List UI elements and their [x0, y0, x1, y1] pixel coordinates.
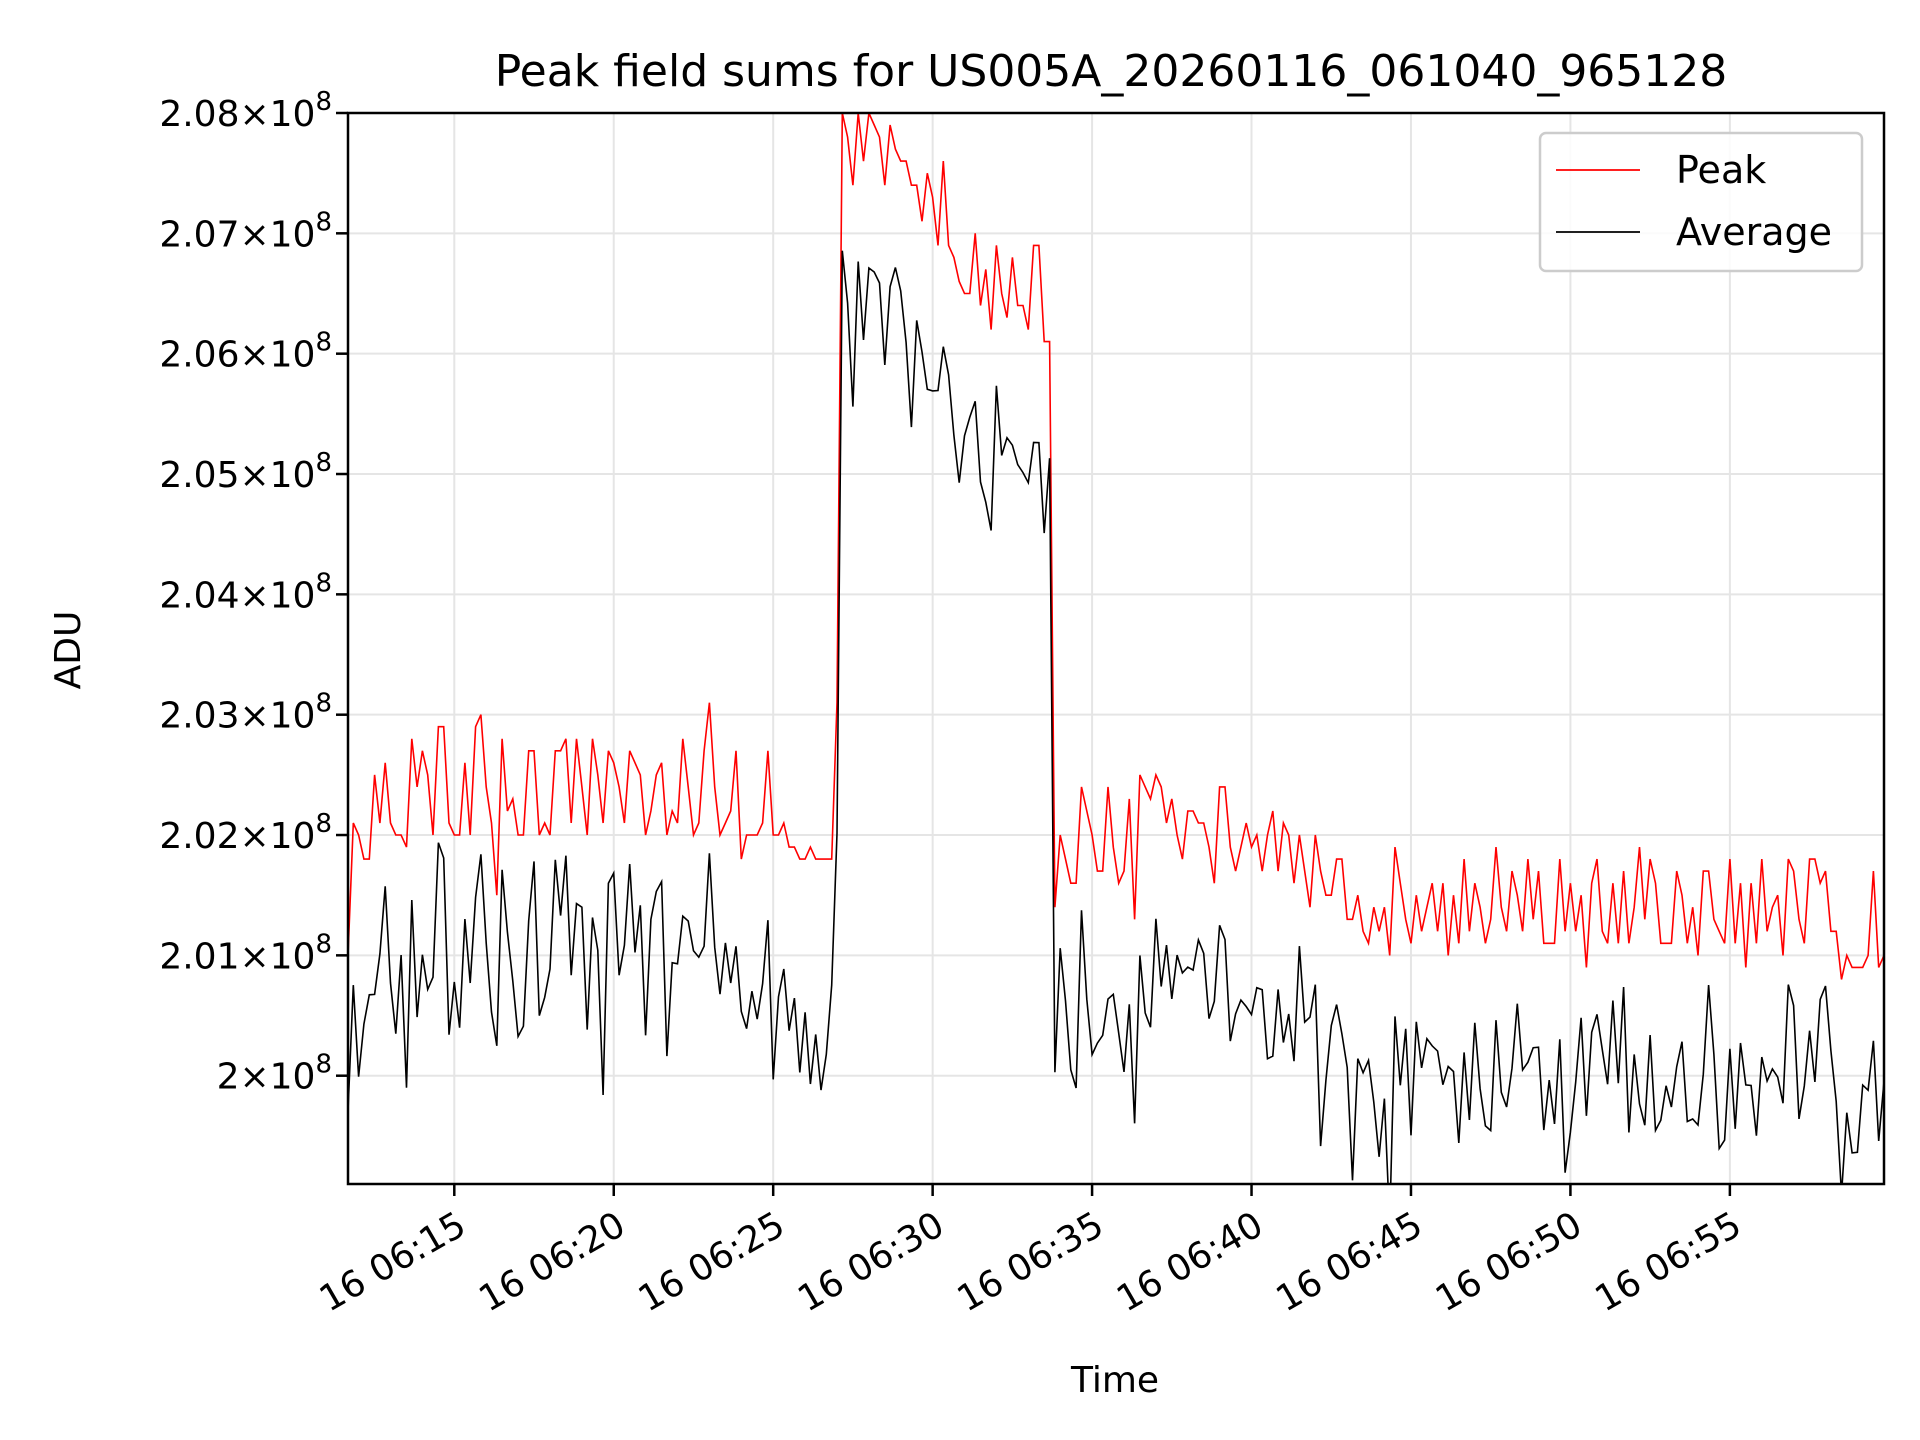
y-tick-label: 2.01×108	[159, 929, 332, 977]
y-axis: 2×108 2.01×108 2.02×108 2.03×108 2.04×108 2.0…	[159, 87, 348, 1098]
y-tick-label: 2.04×108	[159, 568, 332, 616]
y-tick-label: 2×108	[217, 1050, 332, 1098]
legend: Peak Average	[1538, 131, 1864, 273]
series-average-line	[348, 250, 1884, 1184]
series-peak-line	[348, 113, 1884, 980]
y-tick-label: 2.03×108	[159, 689, 332, 737]
y-tick-label: 2.07×108	[159, 207, 332, 255]
plot-area-frame	[346, 111, 1886, 1186]
x-axis-label: Time	[1070, 1360, 1159, 1401]
y-axis-label: ADU	[48, 611, 89, 690]
legend-label-average: Average	[1676, 210, 1832, 254]
y-tick-label: 2.05×108	[159, 448, 332, 496]
y-tick-label: 2.06×108	[159, 328, 332, 376]
legend-label-peak: Peak	[1676, 148, 1766, 192]
y-tick-label: 2.08×108	[159, 87, 332, 135]
y-tick-label: 2.02×108	[159, 809, 332, 857]
legend-box	[1538, 131, 1864, 273]
series	[348, 113, 1884, 1184]
chart-title: Peak field sums for US005A_20260116_0610…	[495, 46, 1728, 97]
